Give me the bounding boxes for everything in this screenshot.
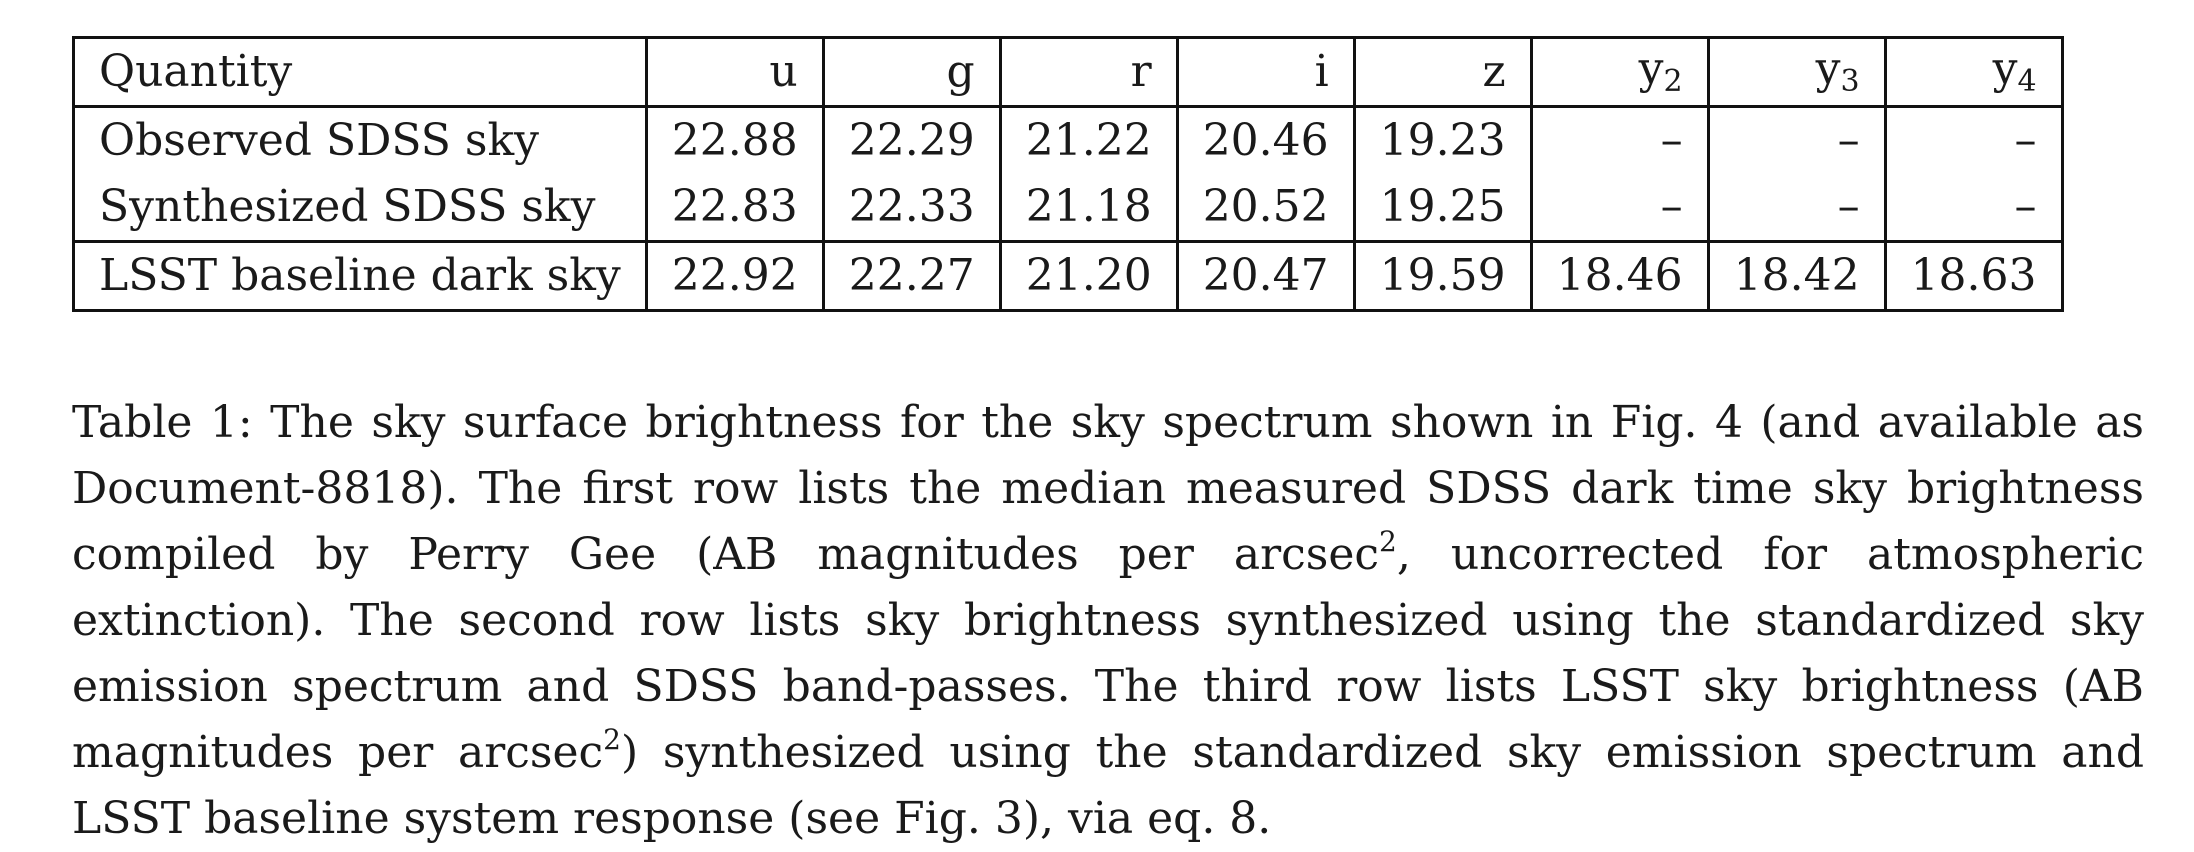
header-y4-base: y (1992, 43, 2018, 94)
cell-y2: – (1529, 174, 1710, 242)
cell-y2: 18.46 (1529, 240, 1710, 312)
cell-i: 20.52 (1175, 174, 1356, 242)
cell-g: 22.27 (821, 240, 1002, 312)
header-y3-base: y (1815, 43, 1841, 94)
header-i: i (1175, 36, 1356, 108)
cell-g: 22.33 (821, 174, 1002, 242)
caption-superscript-1: 2 (1379, 525, 1397, 558)
header-y3-sub: 3 (1840, 64, 1860, 99)
table-row: LSST baseline dark sky 22.92 22.27 21.20… (72, 240, 2064, 312)
table-row: Synthesized SDSS sky 22.83 22.33 21.18 2… (72, 174, 2064, 242)
header-g: g (821, 36, 1002, 108)
header-y4-sub: 4 (2017, 64, 2037, 99)
cell-y4: – (1883, 174, 2064, 242)
header-z: z (1352, 36, 1533, 108)
table-header-row: Quantity u g r i z y2 y3 y4 (72, 36, 2064, 108)
row-label: Synthesized SDSS sky (72, 174, 648, 242)
header-y2: y2 (1529, 36, 1710, 108)
caption-text-part2: , uncorrected for atmospheric extinction… (72, 529, 2145, 778)
header-y2-sub: 2 (1663, 64, 1683, 99)
header-y2-base: y (1638, 43, 1664, 94)
cell-r: 21.18 (998, 174, 1179, 242)
cell-y4: 18.63 (1883, 240, 2064, 312)
cell-u: 22.88 (644, 106, 825, 174)
header-y4: y4 (1883, 36, 2064, 108)
cell-y3: – (1706, 174, 1887, 242)
header-r: r (998, 36, 1179, 108)
caption-superscript-2: 2 (603, 723, 621, 756)
row-label: LSST baseline dark sky (72, 240, 648, 312)
row-label: Observed SDSS sky (72, 106, 648, 174)
cell-u: 22.92 (644, 240, 825, 312)
cell-u: 22.83 (644, 174, 825, 242)
header-u: u (644, 36, 825, 108)
header-y3: y3 (1706, 36, 1887, 108)
caption-text-part1: Table 1: The sky surface brightness for … (72, 397, 2144, 580)
cell-z: 19.25 (1352, 174, 1533, 242)
header-quantity: Quantity (72, 36, 648, 108)
cell-i: 20.47 (1175, 240, 1356, 312)
cell-z: 19.59 (1352, 240, 1533, 312)
cell-g: 22.29 (821, 106, 1002, 174)
sky-brightness-table: Quantity u g r i z y2 y3 y4 Observed SDS… (72, 36, 2064, 312)
cell-y3: 18.42 (1706, 240, 1887, 312)
cell-y4: – (1883, 106, 2064, 174)
sky-brightness-table-container: Quantity u g r i z y2 y3 y4 Observed SDS… (72, 36, 2064, 312)
cell-y2: – (1529, 106, 1710, 174)
cell-r: 21.22 (998, 106, 1179, 174)
cell-z: 19.23 (1352, 106, 1533, 174)
table-row: Observed SDSS sky 22.88 22.29 21.22 20.4… (72, 106, 2064, 174)
table-caption: Table 1: The sky surface brightness for … (72, 390, 2144, 852)
cell-r: 21.20 (998, 240, 1179, 312)
cell-y3: – (1706, 106, 1887, 174)
cell-i: 20.46 (1175, 106, 1356, 174)
